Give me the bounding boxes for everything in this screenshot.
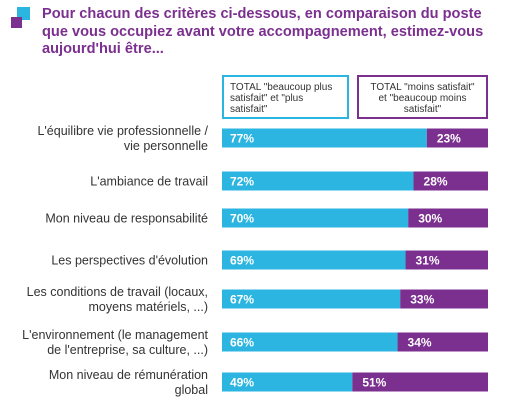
value-label-satisfied: 77% (230, 132, 254, 146)
category-label: L'environnement (le management de l'entre… (22, 328, 208, 357)
value-label-unsatisfied: 51% (362, 376, 386, 390)
bar-satisfied (222, 289, 401, 309)
bar-satisfied (222, 208, 409, 228)
logo (11, 7, 33, 31)
value-label-unsatisfied: 34% (408, 336, 432, 350)
category-label: Les perspectives d'évolution (51, 254, 208, 268)
bar-unsatisfied (397, 332, 488, 352)
bar-satisfied (222, 171, 414, 191)
value-label-unsatisfied: 31% (416, 254, 440, 268)
value-label-unsatisfied: 30% (418, 212, 442, 226)
value-label-satisfied: 67% (230, 293, 254, 307)
bar-unsatisfied (405, 250, 488, 270)
chart-title: Pour chacun des critères ci-dessous, en … (42, 6, 484, 57)
logo-square-purple (11, 17, 22, 28)
bar-unsatisfied (400, 289, 488, 309)
bar-unsatisfied (426, 128, 488, 148)
legend-satisfied-label: TOTAL "beaucoup plus satisfait" et "plus… (230, 82, 333, 115)
legend-satisfied: TOTAL "beaucoup plus satisfait" et "plus… (222, 75, 349, 119)
bar-unsatisfied (352, 372, 488, 392)
legend-unsatisfied-label: TOTAL "moins satisfait" et "beaucoup moi… (370, 82, 475, 115)
bar-satisfied (222, 372, 353, 392)
bar-satisfied (222, 128, 427, 148)
bar-unsatisfied (408, 208, 488, 228)
legend-unsatisfied: TOTAL "moins satisfait" et "beaucoup moi… (357, 75, 488, 119)
value-label-satisfied: 70% (230, 212, 254, 226)
bar-unsatisfied (413, 171, 488, 191)
value-label-unsatisfied: 28% (424, 175, 448, 189)
category-label: Mon niveau de responsabilité (45, 212, 208, 226)
value-label-unsatisfied: 33% (410, 293, 434, 307)
value-label-satisfied: 49% (230, 376, 254, 390)
category-label: L'équilibre vie professionnelle / vie per… (37, 124, 208, 153)
category-label: Mon niveau de rémunération global (49, 368, 208, 397)
value-label-satisfied: 66% (230, 336, 254, 350)
bar-satisfied (222, 250, 406, 270)
value-label-satisfied: 72% (230, 175, 254, 189)
category-label: Les conditions de travail (locaux, moyens… (27, 285, 208, 314)
value-label-unsatisfied: 23% (437, 132, 461, 146)
logo-square-blue (17, 7, 30, 20)
category-label: L'ambiance de travail (90, 175, 208, 189)
bar-satisfied (222, 332, 398, 352)
value-label-satisfied: 69% (230, 254, 254, 268)
